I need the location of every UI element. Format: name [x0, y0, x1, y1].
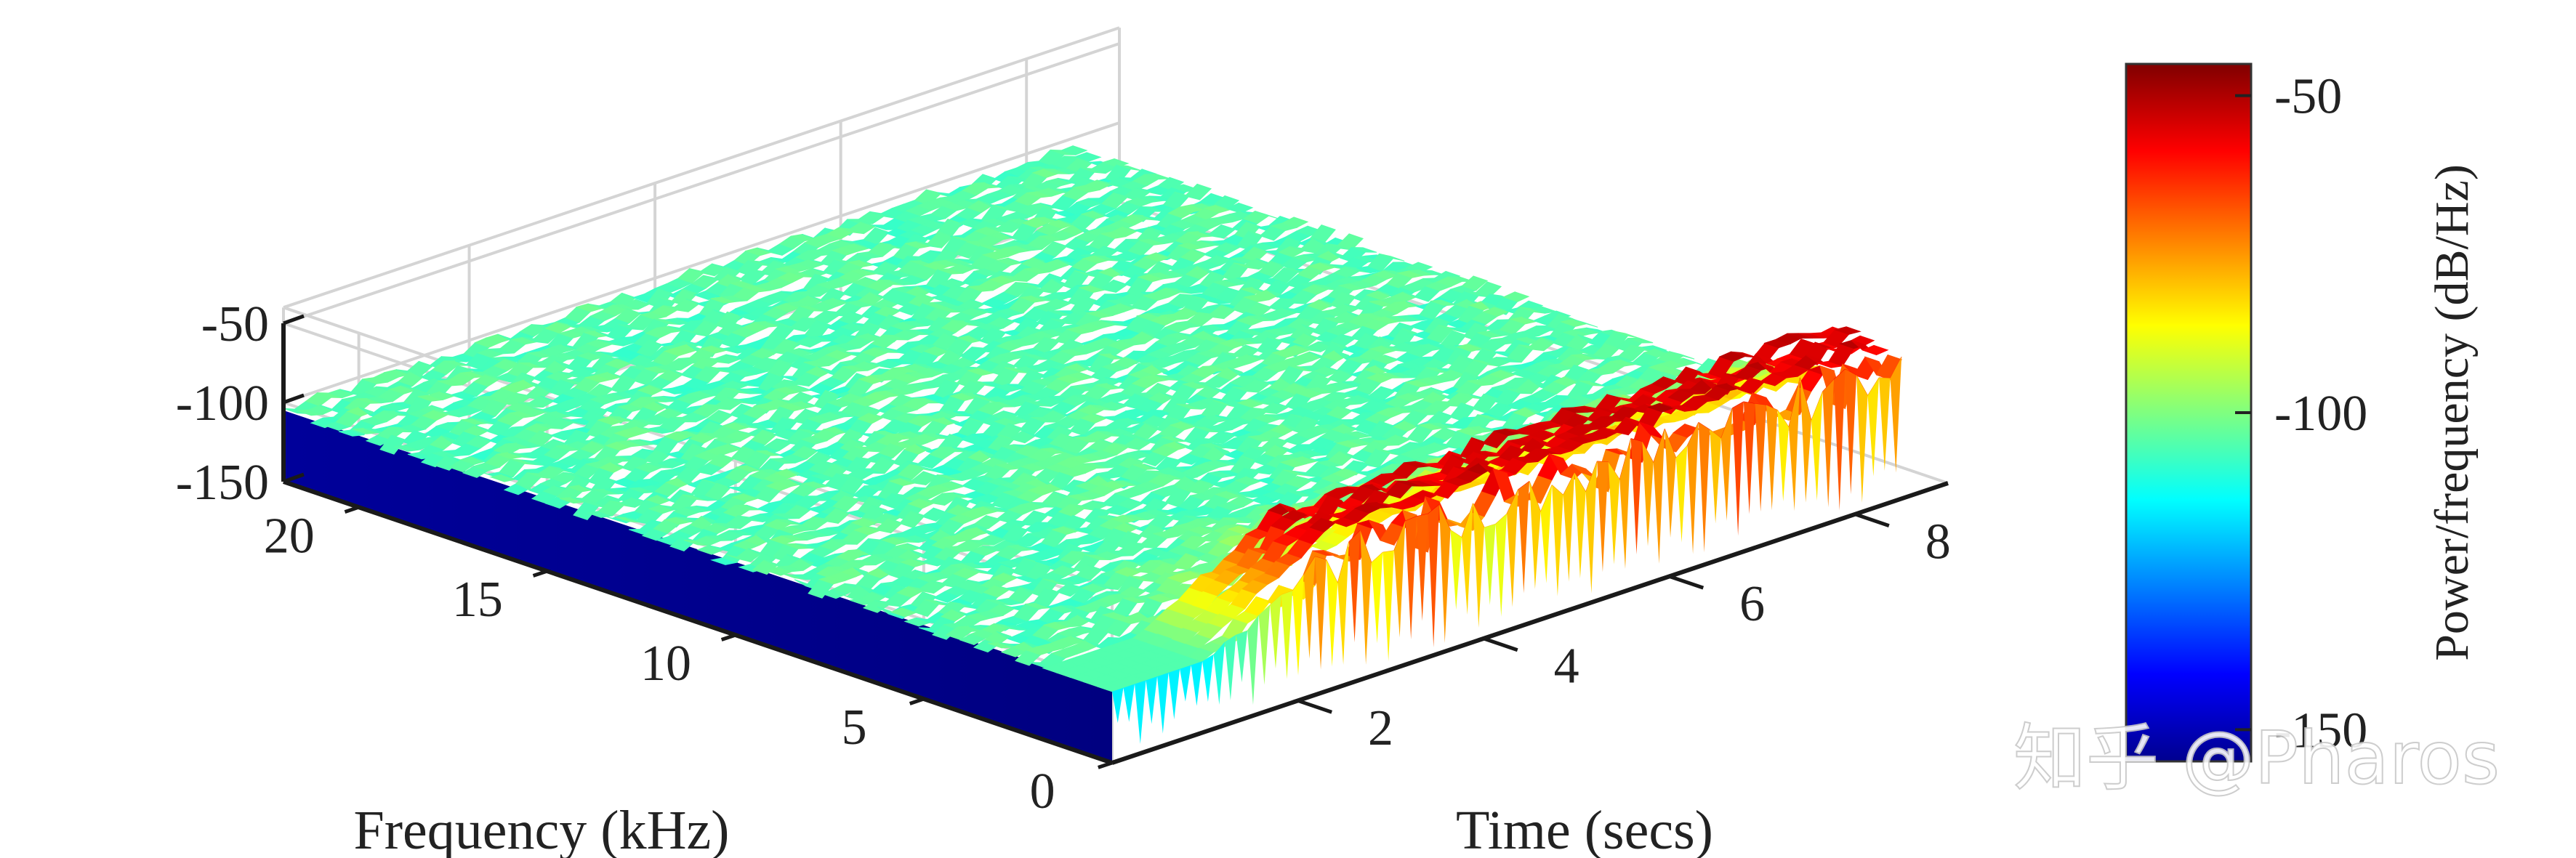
surface-front-spike [1281, 591, 1293, 679]
frequency-tick-label: 15 [452, 572, 503, 628]
surface-front-spike [1270, 594, 1281, 669]
surface-front-spike [1642, 442, 1654, 546]
surface-front-spike [1348, 530, 1361, 643]
colorbar-label: Power/frequency (dB/Hz) [2426, 164, 2479, 661]
frequency-tick-label: 0 [1030, 764, 1055, 819]
frequency-axis-label: Frequency (kHz) [353, 800, 729, 858]
frequency-tick [344, 505, 360, 514]
surface-front-spike [1743, 401, 1755, 514]
time-tick [1297, 699, 1332, 714]
power-tick-label: -150 [176, 455, 269, 511]
surface-front-spike [1675, 445, 1688, 543]
surface-front-spike [1382, 550, 1394, 662]
colorbar-gradient [2125, 62, 2253, 763]
surface-front-spike [1856, 375, 1868, 503]
surface-cell [1074, 152, 1102, 162]
surface-front-spike [1428, 504, 1439, 647]
surface-front-spike [1157, 672, 1169, 734]
frequency-tick [909, 697, 925, 705]
surface-front-spike [1258, 604, 1271, 685]
surface-front-spike [1473, 503, 1485, 628]
surface-front-spike [1292, 574, 1304, 676]
time-axis-label: Time (secs) [1456, 800, 1713, 858]
surface-front-spike [1585, 461, 1598, 594]
frequency-tick-label: 20 [264, 508, 315, 564]
surface-cell [1185, 183, 1212, 201]
surface-front-spike [1698, 422, 1710, 553]
surface-front-spike [1315, 556, 1327, 670]
surface-front-spike [1811, 392, 1823, 501]
surface-front-spike [1879, 377, 1891, 472]
watermark-text: 知乎 @Pharos [2013, 716, 2500, 801]
surface-front-spike [1337, 541, 1349, 665]
surface-front-spike [1845, 369, 1857, 495]
surface-front-spike [1180, 665, 1191, 702]
surface-front-spike [1552, 485, 1563, 596]
time-tick-label: 4 [1554, 639, 1579, 695]
surface-front-spike [1732, 401, 1744, 536]
surface-cell [1157, 177, 1185, 191]
surface-front-spike [1360, 530, 1372, 665]
surface-front-spike [1326, 559, 1338, 667]
surface-front-spike [1112, 687, 1124, 724]
surface-front-spike [1450, 530, 1462, 610]
surface-front-spike [1371, 552, 1383, 644]
surface-side-face [283, 410, 1112, 763]
time-tick-label: 6 [1739, 576, 1765, 632]
surface-front-spike [1247, 615, 1259, 705]
time-tick [1668, 574, 1704, 590]
frequency-tick [1098, 761, 1113, 769]
surface-floor [283, 410, 1112, 763]
surface-front-spike [1191, 661, 1203, 706]
surface-front-spike [1563, 472, 1575, 582]
surface-front-spike [1755, 403, 1766, 512]
surface-front-spike [1236, 631, 1248, 683]
surface-front-spike [1225, 634, 1236, 700]
surface-front-spike [1507, 489, 1518, 607]
time-tick [1854, 512, 1890, 527]
surface-front-spike [1710, 429, 1721, 524]
surface-front-spike [1766, 405, 1778, 511]
surface-front-spike [1630, 438, 1643, 555]
surface-front-spike [1202, 655, 1214, 703]
surface-front-spike [1608, 462, 1620, 564]
grid-edge [283, 26, 1120, 309]
time-tick-label: 8 [1925, 514, 1951, 570]
spectrogram-surface [283, 145, 1902, 744]
surface-front-spike [1518, 481, 1530, 594]
colorbar-tick-label: -100 [2274, 386, 2367, 442]
surface-front-spike [1720, 408, 1733, 521]
surface-front-spike [1416, 514, 1428, 621]
frequency-tick-label: 5 [842, 700, 867, 756]
surface-front-spike [1146, 676, 1158, 724]
surface-front-spike [1135, 680, 1146, 744]
surface-cell [1060, 145, 1088, 155]
power-tick-label: -100 [176, 376, 269, 432]
time-tick [1483, 636, 1518, 652]
surface-front-spike [1123, 684, 1135, 722]
power-tick [283, 314, 305, 325]
surface-front-spike [1495, 514, 1508, 617]
power-tick-label: -50 [201, 296, 269, 352]
surface-front-spike [1484, 524, 1496, 605]
time-tick-label: 2 [1368, 700, 1393, 756]
frequency-tick [720, 633, 736, 642]
frequency-tick-label: 10 [640, 636, 691, 692]
surface-front-spike [1834, 369, 1846, 511]
frequency-tick [532, 569, 548, 578]
surface-front-spike [1597, 461, 1609, 572]
surface-front-spike [1653, 429, 1665, 564]
surface-front-spike [1777, 410, 1789, 502]
grid-line-power [283, 42, 1120, 325]
surface-front-spike [1405, 516, 1417, 640]
colorbar-tick-label: -50 [2274, 69, 2342, 125]
grid-line-power [283, 121, 1120, 404]
power-tick [283, 393, 305, 405]
surface-front-spike [1168, 668, 1180, 720]
colorbar: -150-100-50 Power/frequency (dB/Hz) [2125, 62, 2479, 763]
